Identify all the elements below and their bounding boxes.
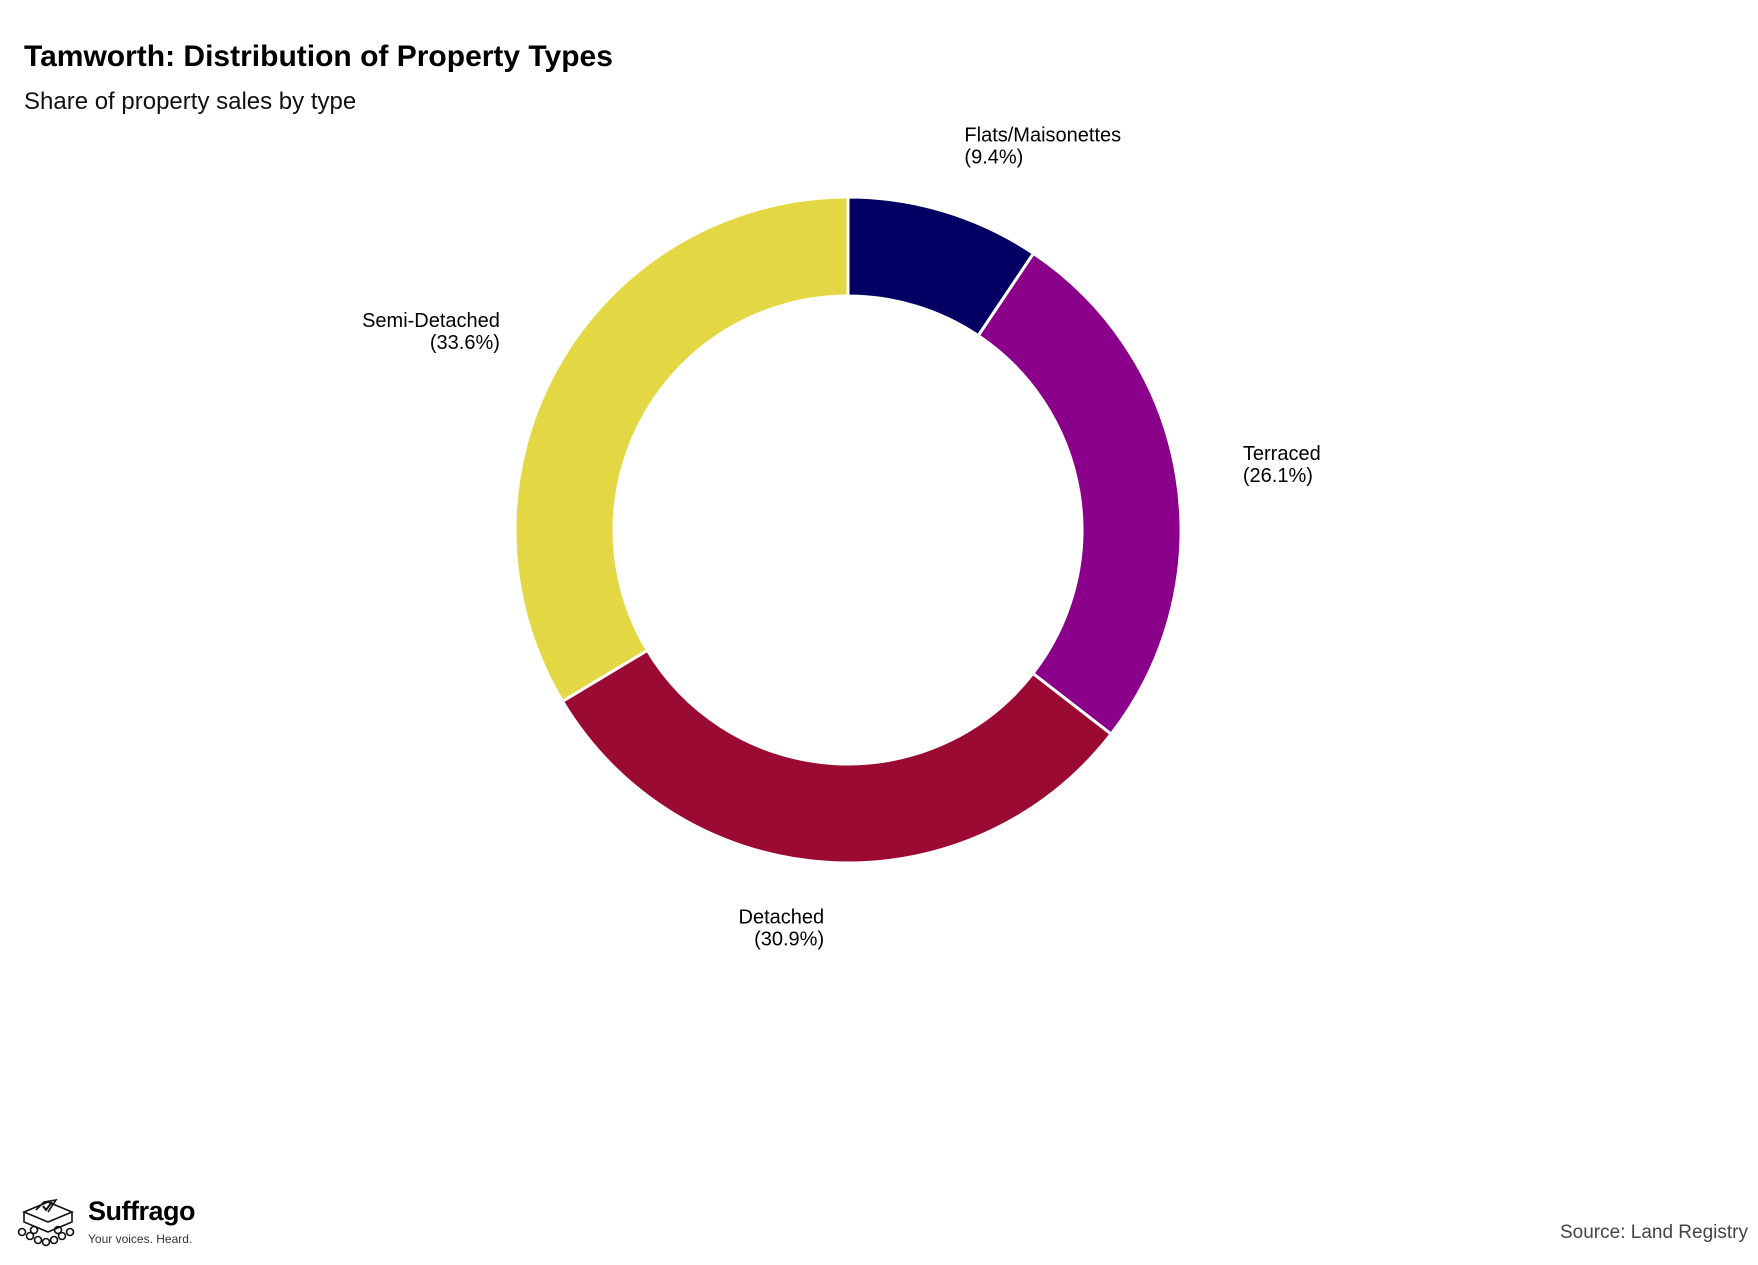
brand-name: Suffrago <box>88 1196 196 1226</box>
brand-tagline: Your voices. Heard. <box>88 1232 193 1246</box>
slice-label-semi-detached: Semi-Detached (33.6%) <box>362 310 500 354</box>
slice-terraced <box>976 251 1183 737</box>
chart-title: Tamworth: Distribution of Property Types <box>24 40 613 73</box>
ballot-box-icon <box>17 1198 75 1247</box>
slice-detached <box>560 648 1114 865</box>
slice-label-flats-maisonettes: Flats/Maisonettes (9.4%) <box>964 124 1121 168</box>
slice-label-terraced: Terraced (26.1%) <box>1243 443 1321 487</box>
chart-subtitle: Share of property sales by type <box>24 88 357 115</box>
source-note: Source: Land Registry <box>1560 1222 1748 1243</box>
slice-semi-detached <box>513 195 850 704</box>
slice-label-detached: Detached (30.9%) <box>739 906 825 950</box>
